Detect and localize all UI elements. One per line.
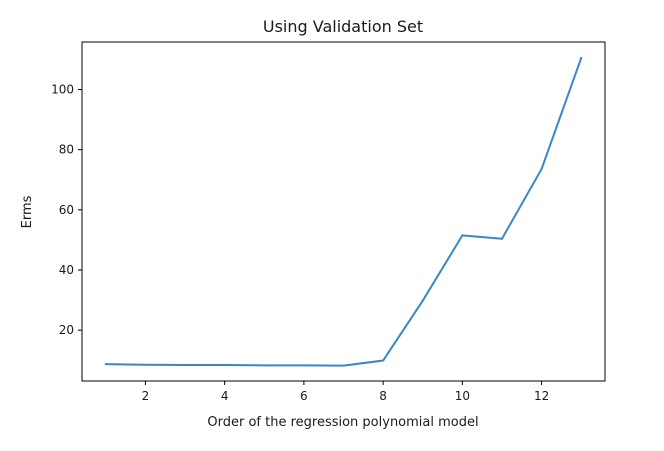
- data-point: [540, 167, 543, 170]
- x-tick-label: 8: [379, 389, 387, 403]
- y-tick-label: 40: [59, 263, 74, 277]
- data-point: [104, 363, 107, 366]
- x-tick-label: 4: [221, 389, 229, 403]
- y-tick-label: 80: [59, 143, 74, 157]
- data-point: [421, 299, 424, 302]
- x-tick-label: 2: [142, 389, 150, 403]
- y-axis-label: Erms: [20, 195, 35, 228]
- data-point: [461, 234, 464, 237]
- data-point: [302, 364, 305, 367]
- data-point: [223, 364, 226, 367]
- x-tick-label: 12: [534, 389, 549, 403]
- plot-area: [104, 56, 583, 367]
- data-point: [184, 364, 187, 367]
- y-tick-label: 20: [59, 323, 74, 337]
- chart-title: Using Validation Set: [263, 17, 423, 36]
- series-line: [104, 56, 583, 367]
- data-point: [263, 364, 266, 367]
- data-point: [382, 359, 385, 362]
- data-point: [342, 364, 345, 367]
- plot-frame: [81, 41, 606, 382]
- y-tick-label: 100: [51, 83, 74, 97]
- data-point: [500, 237, 503, 240]
- axis-ticks: 2 4 6 8 10 12 20 40 60 80 100: [51, 83, 549, 403]
- y-tick-label: 60: [59, 203, 74, 217]
- x-axis-label: Order of the regression polynomial model: [207, 415, 478, 430]
- x-tick-label: 10: [455, 389, 470, 403]
- x-tick-label: 6: [300, 389, 308, 403]
- data-point: [144, 363, 147, 366]
- data-point: [580, 56, 583, 59]
